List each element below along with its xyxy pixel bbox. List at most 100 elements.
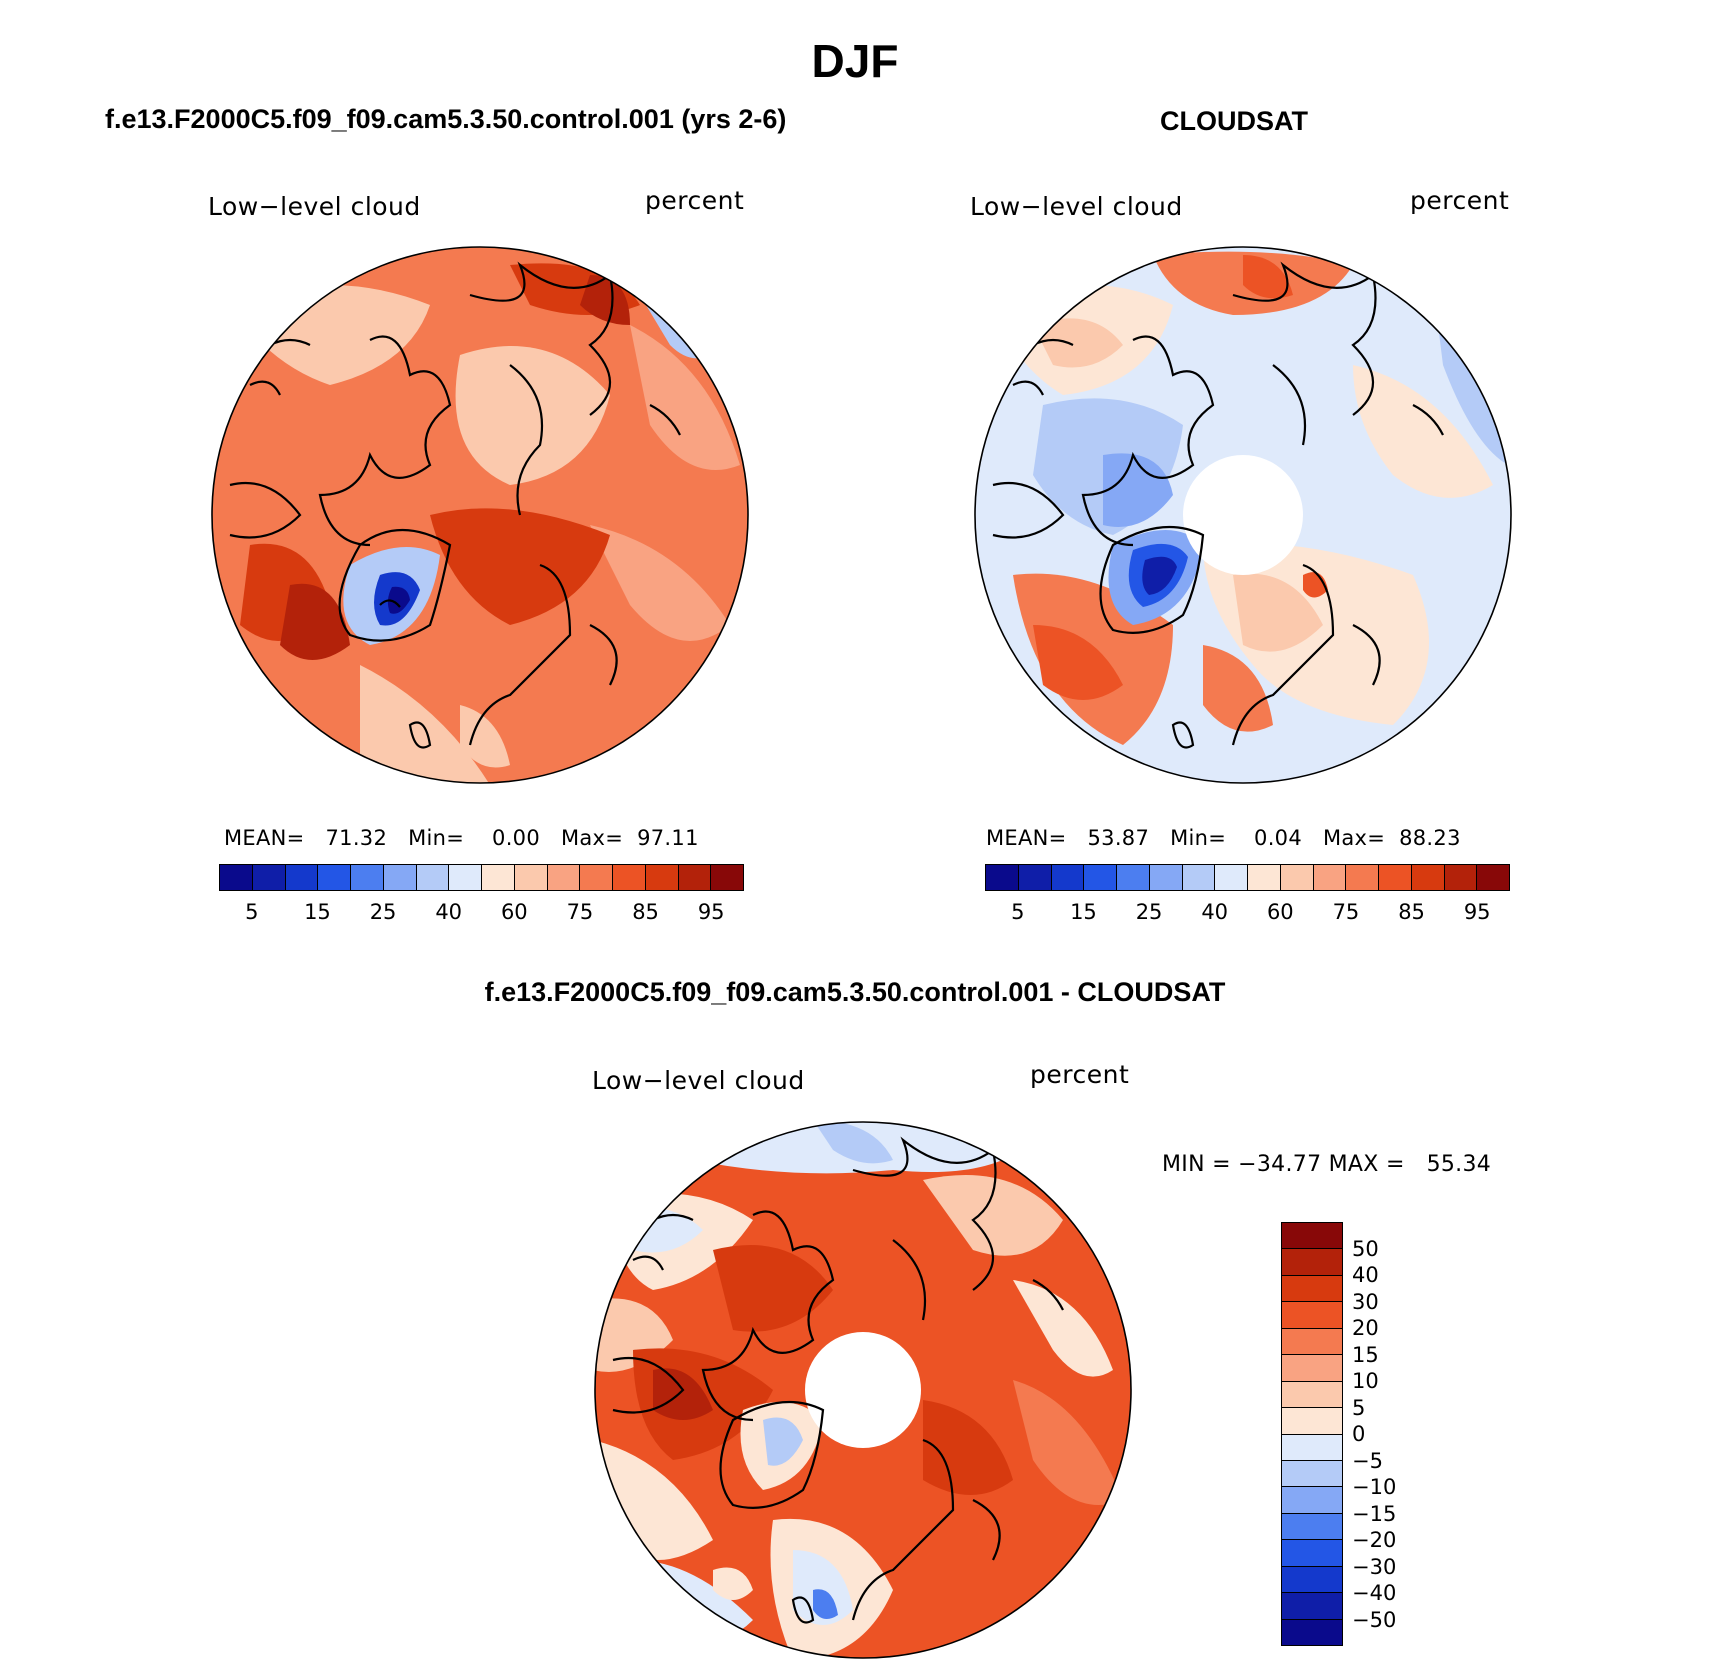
diff-colorbar-swatch — [1282, 1434, 1342, 1461]
diff-panel-title: f.e13.F2000C5.f09_f09.cam5.3.50.control.… — [484, 977, 1226, 1007]
model-colorbar-ticks: 5 15 25 40 60 75 85 95 — [219, 900, 744, 926]
obs-colorbar-swatch — [1182, 865, 1216, 890]
diff-colorbar-tick-label: −30 — [1352, 1554, 1397, 1579]
diff-colorbar-swatch — [1282, 1540, 1342, 1567]
model-colorbar-swatch — [383, 865, 417, 890]
model-colorbar-tick-label: 40 — [435, 900, 463, 924]
model-colorbar-tick-label: 25 — [369, 900, 397, 924]
diff-colorbar-swatch — [1282, 1593, 1342, 1620]
model-panel-title: f.e13.F2000C5.f09_f09.cam5.3.50.control.… — [105, 104, 787, 134]
obs-colorbar-swatch — [1477, 865, 1509, 890]
diff-minmax: MIN = −34.77 MAX = 55.34 — [1162, 1152, 1492, 1177]
obs-colorbar-swatch — [1149, 865, 1183, 890]
obs-max-label: Max= — [1322, 826, 1386, 850]
obs-colorbar-swatch — [1346, 865, 1379, 890]
obs-colorbar-swatch — [1051, 865, 1085, 890]
obs-max-value: 88.23 — [1399, 826, 1461, 850]
model-stats: MEAN= 71.32 Min= 0.00 Max= 97.11 — [224, 826, 699, 850]
obs-polar-map — [974, 246, 1512, 784]
diff-colorbar-tick-label: 10 — [1352, 1369, 1379, 1393]
diff-colorbar-tick-label: 20 — [1352, 1316, 1379, 1340]
diff-colorbar — [1281, 1222, 1343, 1646]
diff-colorbar-tick-label: −15 — [1352, 1501, 1397, 1526]
model-colorbar-swatch — [351, 865, 384, 890]
model-colorbar-tick-label: 15 — [304, 900, 331, 924]
model-colorbar — [219, 864, 744, 891]
diff-colorbar-tick-label: 30 — [1352, 1289, 1379, 1314]
diff-colorbar-swatch — [1282, 1249, 1342, 1276]
obs-variable-label: Low−level cloud — [970, 192, 1183, 221]
diff-colorbar-tick-label: −40 — [1352, 1581, 1397, 1605]
obs-colorbar — [985, 864, 1510, 891]
model-colorbar-swatch — [285, 865, 319, 890]
diff-colorbar-tick-label: 15 — [1352, 1342, 1379, 1367]
obs-colorbar-swatch — [1018, 865, 1052, 890]
diff-colorbar-tick-label: 5 — [1352, 1395, 1366, 1420]
model-colorbar-swatch — [252, 865, 286, 890]
model-colorbar-swatch — [580, 865, 613, 890]
obs-mean-label: MEAN= — [986, 826, 1067, 850]
obs-colorbar-swatch — [986, 865, 1019, 890]
obs-colorbar-swatch — [1280, 865, 1314, 890]
diff-polar-map — [594, 1121, 1132, 1659]
obs-colorbar-tick-label: 60 — [1266, 900, 1294, 924]
obs-colorbar-tick-label: 95 — [1463, 900, 1491, 924]
obs-colorbar-tick-label: 75 — [1332, 900, 1360, 924]
model-colorbar-swatch — [220, 865, 253, 890]
diff-colorbar-swatch — [1282, 1302, 1342, 1329]
model-colorbar-swatch — [514, 865, 548, 890]
obs-colorbar-swatch — [1379, 865, 1412, 890]
diff-colorbar-tick-label: 50 — [1352, 1236, 1379, 1261]
diff-colorbar-swatch — [1282, 1460, 1342, 1488]
obs-colorbar-tick-label: 40 — [1201, 900, 1229, 924]
model-colorbar-tick-label: 60 — [500, 900, 528, 924]
obs-colorbar-swatch — [1215, 865, 1248, 890]
model-units-label: percent — [645, 186, 745, 215]
diff-colorbar-swatch — [1282, 1381, 1342, 1409]
model-colorbar-tick-label: 85 — [632, 900, 659, 924]
diff-colorbar-swatch — [1282, 1487, 1342, 1514]
obs-min-label: Min= — [1170, 826, 1227, 850]
model-colorbar-swatch — [416, 865, 450, 890]
model-colorbar-tick-label: 5 — [245, 900, 259, 924]
model-max-value: 97.11 — [637, 826, 699, 850]
obs-colorbar-swatch — [1117, 865, 1150, 890]
model-colorbar-swatch — [678, 865, 712, 890]
page-title: DJF — [811, 35, 899, 87]
obs-panel-title: CLOUDSAT — [1160, 106, 1308, 136]
diff-colorbar-tick-label: −50 — [1352, 1607, 1397, 1632]
diff-colorbar-tick-label: −10 — [1352, 1475, 1397, 1499]
model-colorbar-swatch — [482, 865, 515, 890]
diff-colorbar-tick-label: −20 — [1352, 1528, 1397, 1552]
obs-colorbar-swatch — [1444, 865, 1478, 890]
model-colorbar-tick-label: 95 — [697, 900, 725, 924]
model-max-label: Max= — [560, 826, 624, 850]
diff-colorbar-tick-label: 40 — [1352, 1263, 1379, 1287]
model-colorbar-swatch — [613, 865, 646, 890]
obs-colorbar-swatch — [1411, 865, 1445, 890]
model-mean-value: 71.32 — [325, 826, 388, 850]
obs-colorbar-tick-label: 5 — [1011, 900, 1025, 924]
obs-units-label: percent — [1410, 186, 1510, 215]
obs-colorbar-tick-label: 15 — [1070, 900, 1097, 924]
model-colorbar-swatch — [645, 865, 679, 890]
model-mean-label: MEAN= — [224, 826, 305, 850]
diff-colorbar-tick-label: 0 — [1352, 1422, 1366, 1446]
diff-colorbar-swatch — [1282, 1408, 1342, 1435]
model-colorbar-swatch — [547, 865, 581, 890]
model-min-label: Min= — [408, 826, 465, 850]
diff-colorbar-swatch — [1282, 1275, 1342, 1303]
diff-units-label: percent — [1030, 1060, 1130, 1089]
diff-colorbar-swatch — [1282, 1355, 1342, 1382]
diff-colorbar-swatch — [1282, 1513, 1342, 1541]
diff-colorbar-swatch — [1282, 1328, 1342, 1356]
obs-colorbar-tick-label: 25 — [1135, 900, 1163, 924]
obs-colorbar-swatch — [1313, 865, 1347, 890]
obs-stats: MEAN= 53.87 Min= 0.04 Max= 88.23 — [986, 826, 1461, 850]
model-polar-map — [211, 246, 749, 784]
diff-colorbar-swatch — [1282, 1566, 1342, 1594]
obs-mean-value: 53.87 — [1087, 826, 1150, 850]
diff-colorbar-swatch — [1282, 1223, 1342, 1250]
model-colorbar-swatch — [449, 865, 482, 890]
model-min-value: 0.00 — [492, 826, 540, 850]
